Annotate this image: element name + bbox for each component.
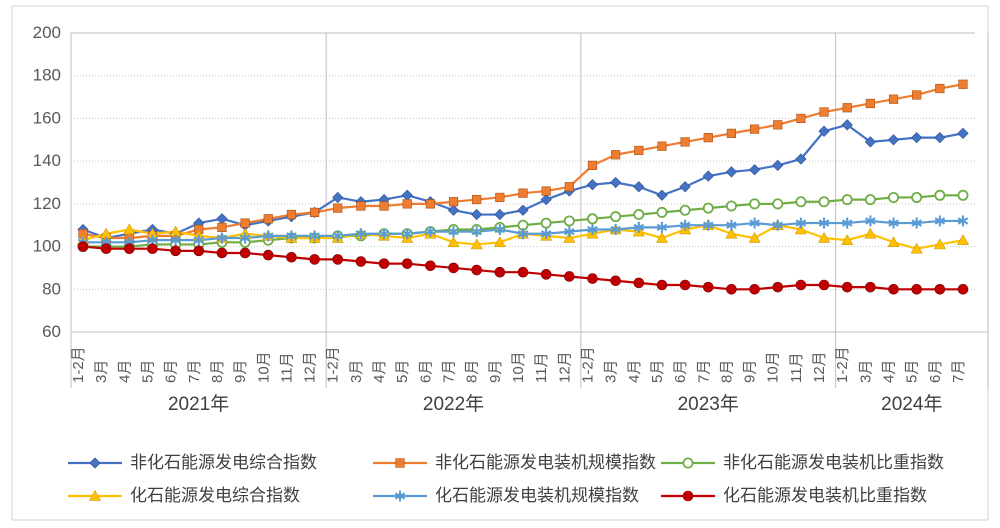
svg-text:1-2月: 1-2月 bbox=[70, 346, 87, 383]
svg-text:2021年: 2021年 bbox=[168, 393, 229, 415]
svg-text:160: 160 bbox=[33, 108, 61, 127]
svg-text:200: 200 bbox=[33, 23, 61, 42]
svg-text:8月: 8月 bbox=[718, 360, 735, 383]
svg-text:80: 80 bbox=[42, 279, 61, 298]
svg-text:6月: 6月 bbox=[927, 360, 944, 383]
svg-text:3月: 3月 bbox=[857, 360, 874, 383]
svg-text:6月: 6月 bbox=[417, 360, 434, 383]
svg-text:8月: 8月 bbox=[209, 360, 226, 383]
svg-text:4月: 4月 bbox=[116, 360, 133, 383]
svg-text:化石能源发电综合指数: 化石能源发电综合指数 bbox=[130, 486, 300, 505]
svg-text:4月: 4月 bbox=[371, 360, 388, 383]
svg-text:6月: 6月 bbox=[163, 360, 180, 383]
svg-text:5月: 5月 bbox=[139, 360, 156, 383]
svg-text:12月: 12月 bbox=[556, 351, 573, 383]
svg-text:11月: 11月 bbox=[788, 352, 805, 383]
svg-text:5月: 5月 bbox=[649, 360, 666, 383]
svg-text:180: 180 bbox=[33, 66, 61, 85]
svg-text:7月: 7月 bbox=[950, 360, 967, 383]
svg-text:10月: 10月 bbox=[510, 351, 527, 383]
svg-text:9月: 9月 bbox=[232, 360, 249, 383]
svg-text:3月: 3月 bbox=[93, 360, 110, 383]
svg-text:非化石能源发电装机比重指数: 非化石能源发电装机比重指数 bbox=[723, 453, 944, 472]
svg-text:1-2月: 1-2月 bbox=[325, 346, 342, 383]
svg-text:4月: 4月 bbox=[626, 360, 643, 383]
svg-text:11月: 11月 bbox=[533, 352, 550, 383]
svg-text:5月: 5月 bbox=[394, 360, 411, 383]
svg-text:8月: 8月 bbox=[464, 360, 481, 383]
svg-text:9月: 9月 bbox=[742, 360, 759, 383]
svg-text:140: 140 bbox=[33, 151, 61, 170]
svg-text:非化石能源发电装机规模指数: 非化石能源发电装机规模指数 bbox=[435, 453, 656, 472]
svg-text:120: 120 bbox=[33, 194, 61, 213]
svg-text:7月: 7月 bbox=[441, 360, 458, 383]
svg-text:1-2月: 1-2月 bbox=[579, 346, 596, 383]
svg-text:3月: 3月 bbox=[603, 360, 620, 383]
svg-text:60: 60 bbox=[42, 322, 61, 341]
svg-text:化石能源发电装机规模指数: 化石能源发电装机规模指数 bbox=[435, 486, 639, 505]
svg-text:1-2月: 1-2月 bbox=[834, 346, 851, 383]
svg-text:11月: 11月 bbox=[278, 352, 295, 383]
svg-text:非化石能源发电综合指数: 非化石能源发电综合指数 bbox=[130, 453, 317, 472]
svg-text:化石能源发电装机比重指数: 化石能源发电装机比重指数 bbox=[723, 486, 927, 505]
svg-text:4月: 4月 bbox=[881, 360, 898, 383]
svg-text:5月: 5月 bbox=[904, 360, 921, 383]
svg-text:6月: 6月 bbox=[672, 360, 689, 383]
svg-text:10月: 10月 bbox=[765, 351, 782, 383]
svg-text:7月: 7月 bbox=[695, 360, 712, 383]
svg-text:9月: 9月 bbox=[487, 360, 504, 383]
svg-text:2024年: 2024年 bbox=[881, 393, 942, 415]
svg-text:12月: 12月 bbox=[811, 351, 828, 383]
svg-text:3月: 3月 bbox=[348, 360, 365, 383]
svg-text:12月: 12月 bbox=[302, 351, 319, 383]
svg-text:100: 100 bbox=[33, 237, 61, 256]
svg-text:7月: 7月 bbox=[186, 360, 203, 383]
svg-text:2022年: 2022年 bbox=[423, 393, 484, 415]
svg-text:2023年: 2023年 bbox=[678, 393, 739, 415]
svg-text:10月: 10月 bbox=[255, 351, 272, 383]
